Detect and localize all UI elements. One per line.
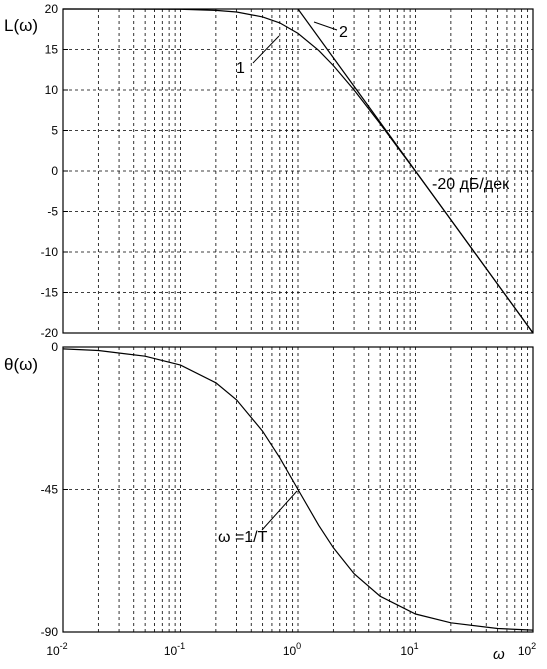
y-tick-label: -90 [41, 625, 59, 639]
y-tick-label: -5 [47, 205, 58, 219]
magnitude-axis-label: L(ω) [4, 16, 38, 35]
y-tick-label: -45 [41, 483, 59, 497]
y-tick-label: 0 [51, 164, 58, 178]
phase-series-1 [62, 348, 534, 631]
phase-axis-label: θ(ω) [4, 355, 38, 374]
y-tick-label: -10 [41, 245, 59, 259]
x-tick-label: 101 [400, 641, 418, 658]
magnitude-grid [63, 9, 533, 333]
magnitude-series-2 [297, 8, 534, 334]
y-tick-label: -15 [41, 286, 59, 300]
phase-axes-frame [62, 346, 534, 633]
slope-label: -20 дБ/дек [432, 176, 510, 193]
y-tick-label: 15 [45, 43, 59, 57]
curve-1-label: 1 [236, 60, 245, 77]
magnitude-axes-frame [62, 8, 534, 334]
curve-1-leader [252, 35, 280, 64]
y-tick-label: 5 [51, 124, 58, 138]
y-tick-label: 10 [45, 83, 59, 97]
corner-frequency-label: ω =1/T [218, 529, 268, 546]
curve-2-leader [313, 21, 338, 31]
curve-2-label: 2 [339, 24, 348, 41]
x-tick-label: 102 [518, 641, 536, 658]
x-axis-label: ω [493, 646, 505, 663]
corner-frequency-leader [261, 490, 298, 531]
x-tick-label: 100 [283, 641, 301, 658]
y-tick-label: -20 [41, 326, 59, 340]
x-tick-label: 10-1 [164, 641, 185, 658]
y-tick-label: 20 [45, 2, 59, 16]
axes-frames [62, 8, 534, 633]
x-tick-label: 10-2 [46, 641, 67, 658]
plot-curves [62, 8, 534, 631]
y-tick-label: 0 [51, 340, 58, 354]
